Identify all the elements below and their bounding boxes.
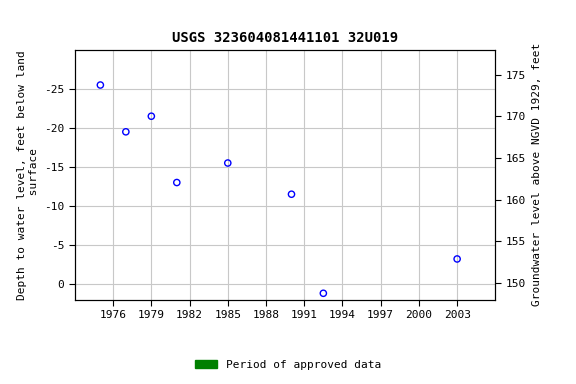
Point [453,256,462,262]
Point [223,160,232,166]
Y-axis label: Groundwater level above NGVD 1929, feet: Groundwater level above NGVD 1929, feet [532,43,541,306]
Point [96,82,105,88]
Point [172,179,181,185]
Point [147,113,156,119]
Legend: Period of approved data: Period of approved data [191,356,385,375]
Point [319,290,328,296]
Title: USGS 323604081441101 32U019: USGS 323604081441101 32U019 [172,31,398,45]
Point [121,129,130,135]
Point [287,191,296,197]
Y-axis label: Depth to water level, feet below land
 surface: Depth to water level, feet below land su… [17,50,39,300]
